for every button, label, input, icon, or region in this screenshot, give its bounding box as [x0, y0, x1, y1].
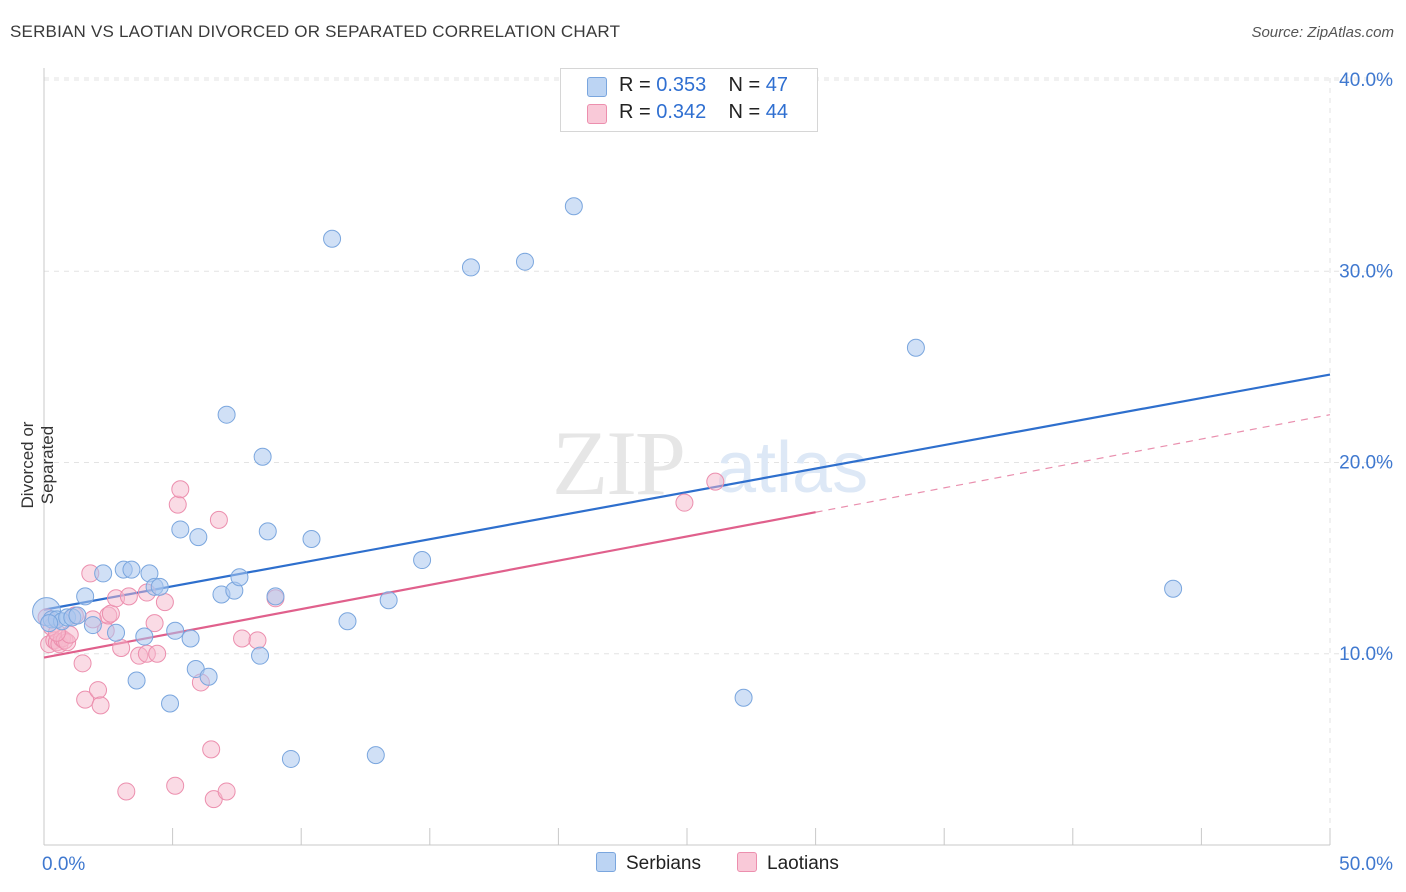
laotians-point	[91, 696, 110, 715]
serbians-point	[181, 629, 200, 648]
laotians-point	[202, 740, 221, 759]
legend-n-label: N =	[728, 101, 766, 123]
serbians-point	[258, 522, 277, 541]
serbians-point	[338, 612, 357, 631]
laotians-point	[209, 510, 228, 529]
serbians-point	[515, 252, 534, 271]
trend-lines	[43, 373, 1331, 659]
serbians-trend-line	[43, 373, 1331, 611]
serbians-point	[266, 587, 285, 606]
x-tick-label: 50.0%	[1339, 854, 1393, 875]
serbians-point	[906, 338, 925, 357]
laotians-point	[166, 776, 185, 795]
laotians-point	[73, 654, 92, 673]
serbians-point	[217, 405, 236, 424]
y-tick-label: 20.0%	[1339, 453, 1393, 474]
serbians-point	[171, 520, 190, 539]
serbians-point	[564, 197, 583, 216]
watermark-zip: ZIP	[552, 412, 684, 514]
laotians-point	[119, 587, 138, 606]
legend-r-label: R =	[619, 74, 657, 96]
laotians-swatch	[587, 104, 607, 124]
axes	[43, 68, 1331, 846]
laotians-point	[117, 782, 136, 801]
legend-n-value: 47	[765, 74, 789, 96]
y-tick-label: 30.0%	[1339, 261, 1393, 282]
serbians-point	[302, 530, 321, 548]
serbians-swatch	[587, 77, 607, 97]
laotians-point	[112, 639, 131, 658]
serbians-point	[413, 551, 432, 570]
laotians-point	[706, 472, 725, 491]
laotians-trend-extension	[815, 414, 1331, 513]
legend-n-value: 44	[765, 101, 789, 123]
laotians-point	[675, 493, 694, 512]
serbians-point	[122, 560, 141, 579]
watermark-atlas: atlas	[716, 428, 868, 508]
source-label: Source: ZipAtlas.com	[1251, 24, 1394, 41]
laotians-point	[145, 614, 164, 633]
serbians-point	[230, 568, 249, 587]
serbians-point	[323, 229, 342, 248]
legend-r-label: R =	[619, 101, 657, 123]
legend-n-label: N =	[728, 74, 766, 96]
serbians-point	[366, 746, 385, 765]
laotians-point	[171, 480, 190, 499]
y-tick-label: 40.0%	[1339, 70, 1393, 91]
tick-labels: 10.0% 20.0% 30.0% 40.0% 0.0% 50.0%	[42, 70, 1393, 875]
x-tick-label: 0.0%	[42, 854, 85, 875]
serbians-point	[379, 591, 398, 610]
serbians-point	[461, 258, 480, 277]
serbians-swatch	[596, 852, 616, 872]
legend-label-laotians: Laotians	[767, 853, 839, 874]
laotians-swatch	[737, 852, 757, 872]
laotians-point	[217, 782, 236, 801]
serbians-point	[94, 564, 113, 583]
serbians-point	[107, 623, 126, 642]
serbians-point	[281, 749, 300, 768]
laotians-point	[148, 644, 167, 663]
serbians-point	[189, 528, 208, 547]
serbians-point	[734, 688, 753, 707]
y-axis-label: Divorced or Separated	[18, 421, 57, 509]
legend-label-serbians: Serbians	[626, 853, 701, 874]
serbians-point	[76, 587, 95, 606]
serbians-point	[199, 667, 218, 686]
serbians-point	[40, 614, 59, 633]
serbians-point	[166, 621, 185, 640]
serbians-point	[253, 447, 272, 466]
laotians-point	[233, 629, 252, 648]
serbians-point	[68, 606, 87, 625]
serbians-point	[135, 627, 154, 646]
watermark: ZIP atlas	[552, 412, 868, 514]
serbians-point	[251, 646, 270, 665]
laotians-point	[168, 495, 187, 514]
laotians-point	[248, 631, 267, 650]
legend-item-laotians[interactable]: Laotians	[737, 852, 839, 875]
chart-title: SERBIAN VS LAOTIAN DIVORCED OR SEPARATED…	[10, 22, 621, 41]
serbians-points	[32, 197, 1183, 768]
correlation-legend: R = 0.353 N = 47 R = 0.342 N = 44	[560, 68, 818, 132]
serbians-point	[150, 577, 169, 596]
laotians-point	[101, 604, 120, 623]
serbians-point	[161, 694, 180, 713]
serbians-point	[1164, 579, 1183, 598]
laotians-point	[89, 681, 108, 700]
serbians-point	[83, 616, 102, 635]
y-tick-label: 10.0%	[1339, 644, 1393, 665]
legend-item-serbians[interactable]: Serbians	[596, 852, 701, 875]
serbians-point	[127, 671, 146, 690]
laotians-point	[155, 593, 174, 612]
legend-r-value: 0.342	[656, 101, 707, 123]
legend-r-value: 0.353	[656, 74, 707, 96]
